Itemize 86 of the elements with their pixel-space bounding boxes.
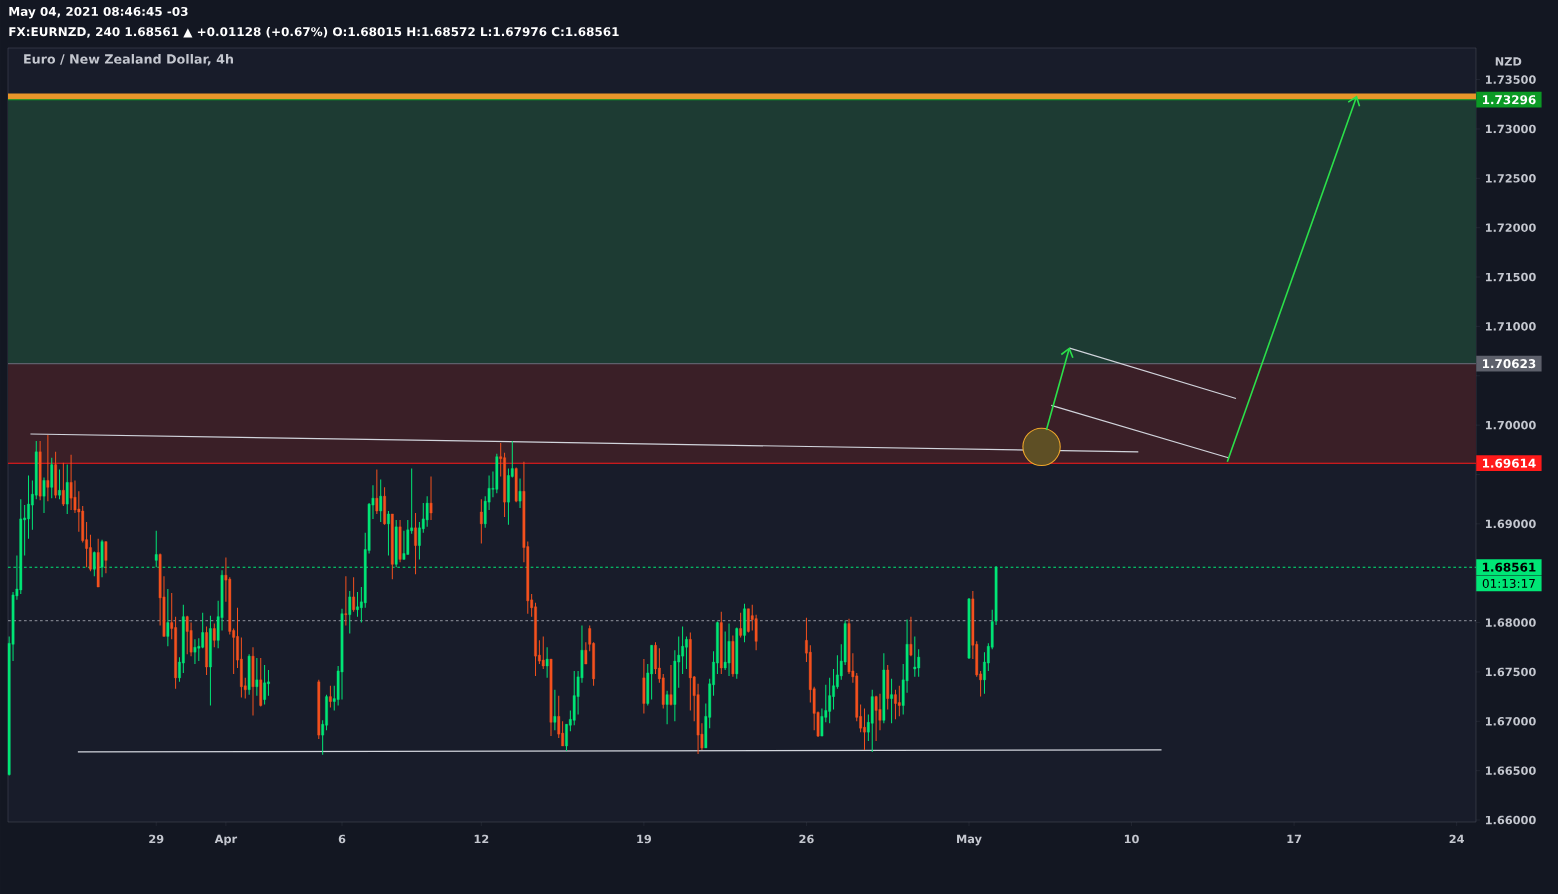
candlestick (739, 612, 742, 638)
x-tick-label: 26 (799, 834, 814, 844)
candlestick (669, 664, 673, 707)
candlestick (104, 541, 108, 574)
candlestick (685, 635, 688, 670)
y-tick-label: 1.71000 (1485, 322, 1536, 331)
y-tick-label: 1.71500 (1485, 272, 1536, 282)
y-tick-label: 1.67000 (1485, 717, 1536, 726)
candlestick (429, 475, 433, 521)
candlestick (418, 521, 421, 560)
candlestick (828, 677, 832, 724)
text: 01:13:17 (1482, 578, 1535, 588)
candlestick (89, 534, 92, 572)
candlestick (65, 464, 69, 515)
candlestick (50, 457, 54, 499)
candlestick (201, 612, 205, 649)
candlestick (874, 695, 878, 742)
candlestick (263, 664, 266, 706)
y-tick-label: 1.69000 (1485, 519, 1536, 529)
candlestick (894, 689, 897, 720)
candlestick (909, 616, 913, 657)
candlestick (379, 478, 383, 523)
candlestick (348, 590, 352, 634)
candlestick (356, 591, 359, 618)
ref-line-label: 1.68561 (1482, 562, 1536, 572)
ref-line-label: 1.73296 (1482, 95, 1536, 105)
candlestick (46, 434, 50, 502)
candlestick (479, 498, 483, 545)
x-tick-label: 24 (1449, 834, 1464, 844)
candlestick (665, 690, 669, 725)
y-tick-label: 1.67500 (1485, 667, 1536, 677)
y-tick-label: 1.73000 (1485, 124, 1536, 134)
candlestick (727, 623, 731, 677)
candlestick (654, 641, 657, 675)
y-axis-title: NZD (1495, 57, 1522, 66)
candlestick (541, 635, 545, 670)
candlestick (832, 668, 835, 710)
candlestick (255, 657, 259, 697)
candlestick (913, 635, 917, 678)
candlestick (561, 720, 564, 747)
y-tick-label: 1.66000 (1485, 815, 1536, 825)
candlestick (897, 685, 901, 717)
candlestick (387, 510, 390, 556)
candlestick (61, 462, 65, 507)
candlestick (565, 723, 568, 752)
candlestick (212, 623, 216, 648)
text: May 04, 2021 08:46:45 -03 (9, 6, 188, 19)
x-tick-label: Apr (214, 834, 238, 846)
candlestick (518, 477, 522, 509)
x-tick-label: May (957, 834, 982, 846)
candlestick (166, 588, 170, 647)
x-tick-label: 12 (474, 834, 489, 844)
x-tick-label: 10 (1124, 834, 1139, 844)
y-tick-label: 1.70000 (1485, 420, 1536, 430)
y-tick-label: 1.66500 (1485, 766, 1536, 775)
y-tick-label: 1.73500 (1485, 75, 1536, 84)
candlestick (917, 648, 921, 678)
candlestick (890, 678, 893, 724)
candlestick (545, 646, 549, 679)
x-tick-label: 6 (338, 834, 346, 844)
candlestick (58, 469, 61, 500)
x-tick-label: 29 (149, 834, 164, 844)
chart-title: Euro / New Zealand Dollar, 4h (24, 54, 233, 66)
candlestick (267, 669, 270, 697)
candlestick (42, 476, 46, 514)
y-tick-label: 1.68000 (1485, 618, 1536, 627)
x-tick-label: 17 (1287, 834, 1302, 843)
candlestick (69, 454, 73, 511)
candlestick (402, 530, 406, 560)
y-tick-label: 1.72500 (1485, 174, 1536, 183)
candlestick (329, 685, 332, 708)
candlestick (681, 626, 684, 675)
candlestick (344, 575, 348, 627)
ref-line-label: 1.69614 (1482, 458, 1536, 468)
candlestick (414, 512, 417, 575)
candlestick (375, 469, 379, 515)
candlestick (553, 689, 557, 731)
candlestick (352, 576, 355, 613)
candlestick (185, 615, 189, 655)
x-tick-label: 19 (637, 834, 652, 844)
chart-subtitle: FX:EURNZD, 240 1.68561 ▲ +0.01128 (+0.67%) O:1.68015 H:1.68572 L:1.67976 C:1.68561 (9, 26, 619, 38)
candlestick (863, 707, 866, 751)
candlestick (27, 474, 30, 540)
candlestick (193, 638, 197, 665)
y-tick-label: 1.72000 (1485, 223, 1536, 232)
ref-line-label: 1.70623 (1482, 359, 1536, 369)
